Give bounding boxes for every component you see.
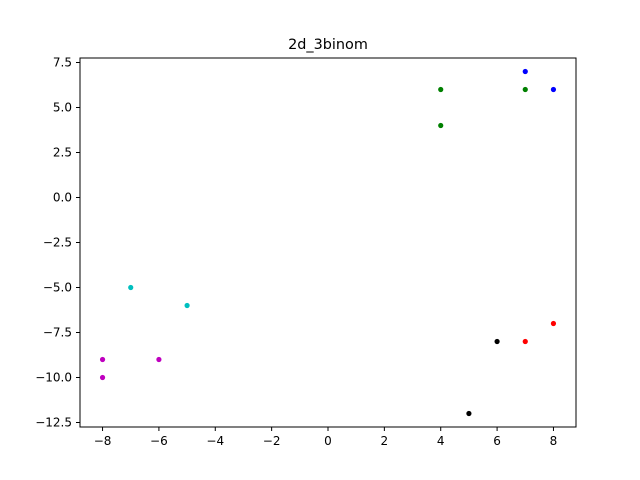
data-point bbox=[522, 86, 528, 93]
data-point bbox=[99, 374, 106, 381]
data-point bbox=[184, 302, 190, 309]
x-tick-label: −6 bbox=[150, 434, 168, 448]
y-axis: 7.5 5.0 2.5 0.0 −2.5 −5.0 −7.5 −10.0 −12.5 bbox=[35, 56, 80, 430]
y-tick-label: 5.0 bbox=[53, 101, 72, 115]
data-point bbox=[438, 86, 444, 93]
y-tick-label: −7.5 bbox=[43, 326, 72, 340]
y-tick-label: −5.0 bbox=[43, 281, 72, 295]
data-point bbox=[438, 122, 444, 129]
x-tick-label: 6 bbox=[493, 434, 501, 448]
data-point bbox=[494, 338, 500, 345]
x-tick-label: 0 bbox=[324, 434, 332, 448]
y-tick-label: −2.5 bbox=[43, 236, 72, 250]
plot-frame bbox=[79, 57, 577, 428]
y-tick-label: −12.5 bbox=[35, 416, 72, 430]
x-axis: −8 −6 −4 −2 0 2 4 6 8 bbox=[94, 427, 558, 448]
y-tick-label: −10.0 bbox=[35, 371, 72, 385]
data-point bbox=[99, 356, 106, 363]
data-point bbox=[550, 86, 557, 93]
x-tick-label: −4 bbox=[206, 434, 224, 448]
data-point bbox=[156, 356, 162, 363]
x-tick-label: 2 bbox=[381, 434, 389, 448]
data-point bbox=[128, 284, 134, 291]
data-point bbox=[550, 320, 557, 327]
data-point bbox=[522, 338, 528, 345]
points-layer bbox=[99, 68, 557, 417]
y-tick-label: 2.5 bbox=[53, 146, 72, 160]
y-tick-label: 7.5 bbox=[53, 56, 72, 70]
data-point bbox=[522, 68, 528, 75]
y-tick-label: 0.0 bbox=[53, 191, 72, 205]
x-tick-label: 8 bbox=[550, 434, 558, 448]
data-point bbox=[466, 410, 472, 417]
x-tick-label: −8 bbox=[94, 434, 112, 448]
x-tick-label: −2 bbox=[263, 434, 281, 448]
x-tick-label: 4 bbox=[437, 434, 445, 448]
chart-title: 2d_3binom bbox=[288, 37, 368, 53]
